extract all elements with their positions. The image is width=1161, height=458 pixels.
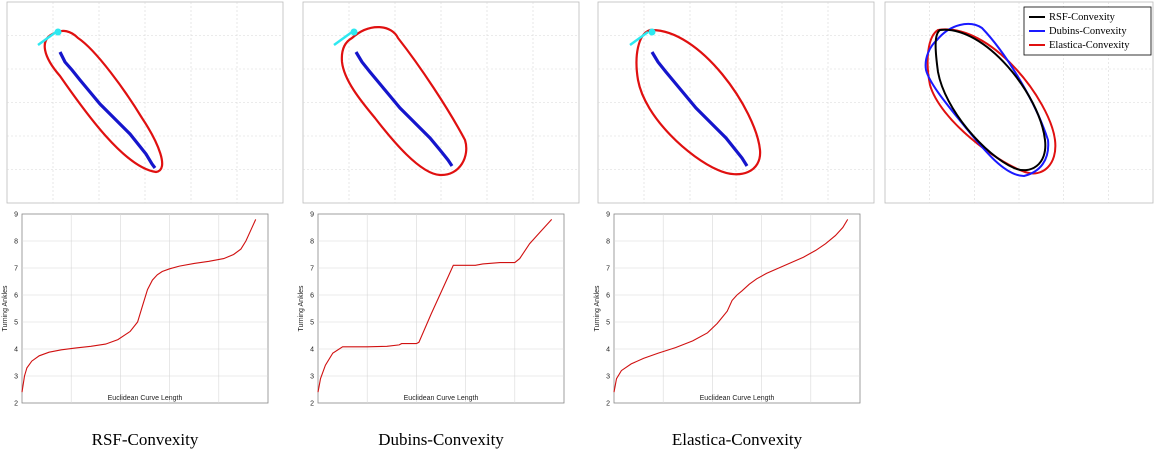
y-tick-label: 4 <box>14 347 18 354</box>
x-axis-label: Euclidean Curve Length <box>108 395 183 402</box>
angle-chart-elastica: 2 3 4 5 6 7 8 9 Euclidean Curve Length Turning An… <box>594 212 861 408</box>
hull-curve <box>635 28 762 176</box>
y-tick-label: 4 <box>310 347 314 354</box>
y-tick-label: 5 <box>14 320 18 327</box>
series-line <box>613 219 849 393</box>
legend-entry-dubins: Dubins-Convexity <box>1029 26 1127 37</box>
y-tick-label: 9 <box>14 212 18 219</box>
plot-area <box>21 213 269 404</box>
legend-label: Dubins-Convexity <box>1049 26 1127 37</box>
y-axis-label: Turning Ankles <box>298 285 305 332</box>
y-axis-label: Turning Ankles <box>2 285 9 332</box>
start-marker <box>629 28 656 47</box>
series-line <box>317 219 553 393</box>
y-tick-label: 5 <box>606 320 610 327</box>
data-curve <box>354 51 454 167</box>
y-tick-label: 4 <box>606 347 610 354</box>
y-tick-label: 7 <box>14 266 18 273</box>
y-tick-label: 2 <box>14 401 18 408</box>
y-tick-label: 8 <box>310 239 314 246</box>
y-tick-label: 7 <box>310 266 314 273</box>
y-tick-label: 6 <box>14 293 18 300</box>
start-marker <box>37 28 62 47</box>
y-tick-label: 6 <box>606 293 610 300</box>
y-tick-label: 3 <box>14 374 18 381</box>
shape-panel-elastica <box>597 1 875 204</box>
legend-label: Elastica-Convexity <box>1049 40 1130 51</box>
legend-label: RSF-Convexity <box>1049 12 1116 23</box>
y-tick-label: 2 <box>310 401 314 408</box>
rsf-hull <box>934 28 1047 172</box>
caption-elastica: Elastica-Convexity <box>672 430 803 449</box>
legend: RSF-Convexity Dubins-Convexity Elastica-… <box>1023 6 1152 56</box>
y-tick-label: 7 <box>606 266 610 273</box>
plot-area <box>317 213 565 404</box>
y-tick-label: 3 <box>310 374 314 381</box>
hull-curve <box>43 29 164 174</box>
caption-dubins: Dubins-Convexity <box>378 430 504 449</box>
shape-panel-rsf <box>6 1 284 204</box>
plot-area <box>613 213 861 404</box>
y-tick-label: 2 <box>606 401 610 408</box>
shape-grid <box>885 2 1153 203</box>
y-tick-label: 9 <box>310 212 314 219</box>
y-tick-label: 9 <box>606 212 610 219</box>
legend-box <box>1023 6 1152 56</box>
hull-curve <box>340 26 468 177</box>
x-axis-label: Euclidean Curve Length <box>404 395 479 402</box>
y-tick-label: 6 <box>310 293 314 300</box>
y-tick-label: 5 <box>310 320 314 327</box>
shape-panel-dubins <box>302 1 580 204</box>
dubins-hull <box>924 23 1050 178</box>
angle-chart-dubins: 2 3 4 5 6 7 8 9 Euclidean Curve Length Turning An… <box>298 212 565 408</box>
data-curve <box>650 51 749 167</box>
shape-panel-comparison: RSF-Convexity Dubins-Convexity Elastica-… <box>884 1 1154 204</box>
data-curve <box>58 51 157 169</box>
legend-entry-elastica: Elastica-Convexity <box>1029 40 1130 51</box>
series-line <box>21 219 257 393</box>
caption-rsf: RSF-Convexity <box>92 430 199 449</box>
y-tick-label: 8 <box>14 239 18 246</box>
y-tick-label: 8 <box>606 239 610 246</box>
x-axis-label: Euclidean Curve Length <box>700 395 775 402</box>
start-marker <box>333 28 358 47</box>
y-tick-label: 3 <box>606 374 610 381</box>
legend-entry-rsf: RSF-Convexity <box>1029 12 1116 23</box>
angle-chart-rsf: 2 3 4 5 6 7 8 9 Euclidean Curve Length Turning An… <box>2 212 269 408</box>
y-axis-label: Turning Ankles <box>594 285 601 332</box>
